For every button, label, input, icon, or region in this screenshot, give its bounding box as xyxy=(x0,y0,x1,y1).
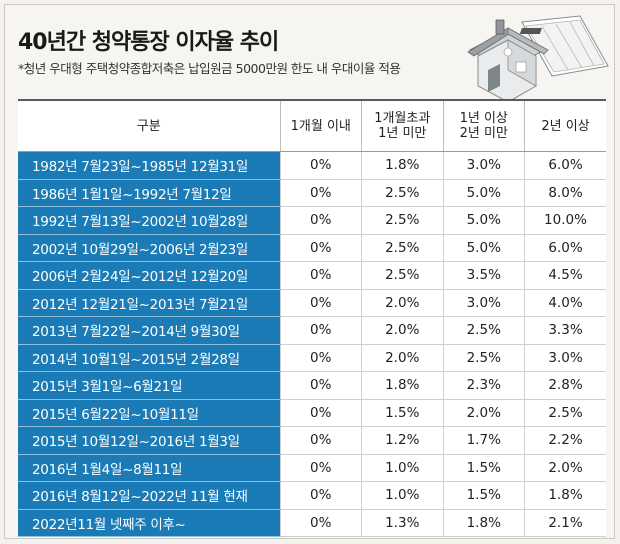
period-cell: 1982년 7월23일~1985년 12월31일 xyxy=(18,151,280,180)
rate-over-2-years: 2.2% xyxy=(524,426,606,455)
rate-1-month-to-1-year: 2.5% xyxy=(361,234,443,262)
rate-over-2-years: 3.0% xyxy=(524,344,606,372)
period-cell: 2012년 12월21일~2013년 7월21일 xyxy=(18,289,280,317)
rate-over-2-years: 4.5% xyxy=(524,261,606,290)
rate-1-month-to-1-year: 1.3% xyxy=(361,509,443,537)
rate-over-2-years: 6.0% xyxy=(524,151,606,180)
table-row: 2016년 8월12일~2022년 11월 현재 0% 1.0% 1.5% 1.8% xyxy=(18,481,606,510)
header-over-2-years: 2년 이상 xyxy=(524,99,606,152)
rate-over-2-years: 2.8% xyxy=(524,371,606,400)
rate-over-2-years: 10.0% xyxy=(524,206,606,235)
rate-over-2-years: 2.5% xyxy=(524,399,606,427)
period-cell: 1992년 7월13일~2002년 10월28일 xyxy=(18,206,280,235)
table-row: 1986년 1월1일~1992년 7월12일 0% 2.5% 5.0% 8.0% xyxy=(18,179,606,207)
rate-1-to-2-years: 5.0% xyxy=(442,179,525,207)
table-row: 2022년11월 넷째주 이후~ 0% 1.3% 1.8% 2.1% xyxy=(18,509,606,537)
rate-over-2-years: 4.0% xyxy=(524,289,606,317)
rate-1-month-to-1-year: 2.0% xyxy=(361,316,443,345)
rate-under-1-month: 0% xyxy=(279,151,362,180)
table-row: 2006년 2월24일~2012년 12월20일 0% 2.5% 3.5% 4.5% xyxy=(18,261,606,290)
period-cell: 2016년 8월12일~2022년 11월 현재 xyxy=(18,481,280,510)
period-cell: 2016년 1월4일~8월11일 xyxy=(18,454,280,482)
rate-over-2-years: 2.0% xyxy=(524,454,606,482)
rate-under-1-month: 0% xyxy=(279,399,362,427)
table-row: 2015년 10월12일~2016년 1월3일 0% 1.2% 1.7% 2.2% xyxy=(18,426,606,455)
table-row: 1992년 7월13일~2002년 10월28일 0% 2.5% 5.0% 10.0% xyxy=(18,206,606,235)
period-cell: 2014년 10월1일~2015년 2월28일 xyxy=(18,344,280,372)
rate-1-month-to-1-year: 1.5% xyxy=(361,399,443,427)
table-row: 2002년 10월29일~2006년 2월23일 0% 2.5% 5.0% 6.0% xyxy=(18,234,606,262)
rate-1-to-2-years: 3.0% xyxy=(442,151,525,180)
rate-under-1-month: 0% xyxy=(279,316,362,345)
rate-under-1-month: 0% xyxy=(279,481,362,510)
period-cell: 2002년 10월29일~2006년 2월23일 xyxy=(18,234,280,262)
house-illustration xyxy=(467,19,549,103)
rate-under-1-month: 0% xyxy=(279,454,362,482)
rate-1-month-to-1-year: 2.0% xyxy=(361,344,443,372)
header-1-to-2-years: 1년 이상 2년 미만 xyxy=(442,99,525,152)
rate-over-2-years: 3.3% xyxy=(524,316,606,345)
rate-1-to-2-years: 1.5% xyxy=(442,454,525,482)
rate-1-to-2-years: 2.3% xyxy=(442,371,525,400)
rate-1-to-2-years: 5.0% xyxy=(442,206,525,235)
period-cell: 2015년 3월1일~6월21일 xyxy=(18,371,280,400)
rate-1-month-to-1-year: 1.2% xyxy=(361,426,443,455)
rate-over-2-years: 8.0% xyxy=(524,179,606,207)
house-passbook-icon xyxy=(467,15,609,103)
passbook-illustration xyxy=(519,15,609,77)
rate-1-to-2-years: 2.5% xyxy=(442,344,525,372)
rate-1-month-to-1-year: 2.5% xyxy=(361,179,443,207)
rate-under-1-month: 0% xyxy=(279,179,362,207)
page-subtitle: *청년 우대형 주택청약종합저축은 납입원금 5000만원 한도 내 우대이율 … xyxy=(18,61,401,76)
period-cell: 2015년 10월12일~2016년 1월3일 xyxy=(18,426,280,455)
header-1-month-to-1-year: 1개월초과 1년 미만 xyxy=(361,99,443,152)
rate-over-2-years: 2.1% xyxy=(524,509,606,537)
rate-1-month-to-1-year: 1.8% xyxy=(361,371,443,400)
rate-under-1-month: 0% xyxy=(279,371,362,400)
rate-1-month-to-1-year: 2.0% xyxy=(361,289,443,317)
rate-1-to-2-years: 2.5% xyxy=(442,316,525,345)
rate-over-2-years: 1.8% xyxy=(524,481,606,510)
table-row: 2014년 10월1일~2015년 2월28일 0% 2.0% 2.5% 3.0% xyxy=(18,344,606,372)
table-row: 2012년 12월21일~2013년 7월21일 0% 2.0% 3.0% 4.0% xyxy=(18,289,606,317)
rate-1-to-2-years: 5.0% xyxy=(442,234,525,262)
period-cell: 2013년 7월22일~2014년 9월30일 xyxy=(18,316,280,345)
rate-1-to-2-years: 1.5% xyxy=(442,481,525,510)
rate-1-month-to-1-year: 2.5% xyxy=(361,261,443,290)
rate-under-1-month: 0% xyxy=(279,206,362,235)
interest-rate-table: 구분 1개월 이내 1개월초과 1년 미만 1년 이상 2년 미만 2년 이상 19… xyxy=(18,99,606,537)
rate-1-to-2-years: 3.0% xyxy=(442,289,525,317)
table-row: 2016년 1월4일~8월11일 0% 1.0% 1.5% 2.0% xyxy=(18,454,606,482)
rate-1-month-to-1-year: 2.5% xyxy=(361,206,443,235)
page-title: 40년간 청약통장 이자율 추이 xyxy=(18,30,279,55)
header-period: 구분 xyxy=(18,99,280,152)
table-row: 2013년 7월22일~2014년 9월30일 0% 2.0% 2.5% 3.3% xyxy=(18,316,606,345)
rate-under-1-month: 0% xyxy=(279,261,362,290)
header-under-1-month: 1개월 이내 xyxy=(279,99,362,152)
rate-under-1-month: 0% xyxy=(279,234,362,262)
rate-under-1-month: 0% xyxy=(279,509,362,537)
rate-1-month-to-1-year: 1.0% xyxy=(361,454,443,482)
table-row: 2015년 3월1일~6월21일 0% 1.8% 2.3% 2.8% xyxy=(18,371,606,400)
rate-under-1-month: 0% xyxy=(279,344,362,372)
rate-under-1-month: 0% xyxy=(279,289,362,317)
rate-1-to-2-years: 3.5% xyxy=(442,261,525,290)
period-cell: 1986년 1월1일~1992년 7월12일 xyxy=(18,179,280,207)
rate-1-to-2-years: 1.7% xyxy=(442,426,525,455)
rate-1-month-to-1-year: 1.8% xyxy=(361,151,443,180)
period-cell: 2006년 2월24일~2012년 12월20일 xyxy=(18,261,280,290)
table-header-row: 구분 1개월 이내 1개월초과 1년 미만 1년 이상 2년 미만 2년 이상 xyxy=(18,99,606,152)
period-cell: 2015년 6월22일~10월11일 xyxy=(18,399,280,427)
table-row: 2015년 6월22일~10월11일 0% 1.5% 2.0% 2.5% xyxy=(18,399,606,427)
period-cell: 2022년11월 넷째주 이후~ xyxy=(18,509,280,537)
table-row: 1982년 7월23일~1985년 12월31일 0% 1.8% 3.0% 6.0% xyxy=(18,151,606,180)
rate-over-2-years: 6.0% xyxy=(524,234,606,262)
rate-under-1-month: 0% xyxy=(279,426,362,455)
rate-1-to-2-years: 1.8% xyxy=(442,509,525,537)
rate-1-to-2-years: 2.0% xyxy=(442,399,525,427)
rate-1-month-to-1-year: 1.0% xyxy=(361,481,443,510)
